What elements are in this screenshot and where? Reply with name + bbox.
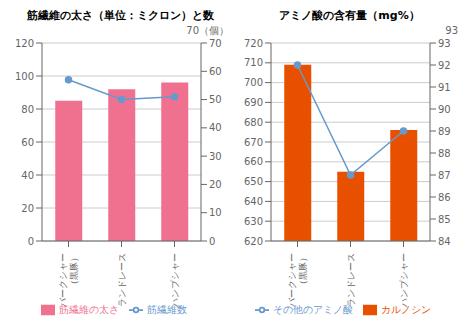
svg-text:660: 660 — [244, 156, 263, 167]
svg-text:0: 0 — [209, 236, 215, 247]
html-text:93: 93 — [445, 25, 458, 36]
svg-text:92: 92 — [438, 60, 451, 71]
svg-text:100: 100 — [15, 71, 34, 82]
svg-text:720: 720 — [244, 38, 263, 49]
svg-text:670: 670 — [244, 137, 263, 148]
svg-text:10: 10 — [209, 207, 222, 218]
svg-text:93: 93 — [438, 38, 451, 49]
svg-text:20: 20 — [21, 203, 34, 214]
html-text:カルノシン: カルノシン — [380, 304, 431, 315]
html-text:筋繊維の太さ: 筋繊維の太さ — [58, 304, 119, 315]
svg-text:630: 630 — [244, 216, 263, 227]
svg-text:90: 90 — [438, 104, 451, 115]
svg-text:87: 87 — [438, 170, 451, 181]
svg-text:620: 620 — [244, 236, 263, 247]
svg-text:85: 85 — [438, 214, 451, 225]
svg-text:バークシャー（黒豚）: バークシャー（黒豚） — [287, 253, 308, 308]
html-text:70（個）: 70（個） — [186, 25, 229, 36]
svg-text:40: 40 — [209, 122, 222, 133]
svg-text:ハンプシャー: ハンプシャー — [399, 253, 409, 308]
svg-text:80: 80 — [21, 104, 34, 115]
svg-text:30: 30 — [209, 151, 222, 162]
svg-text:0: 0 — [28, 236, 34, 247]
svg-text:650: 650 — [244, 176, 263, 187]
html-text:筋繊維数: 筋繊維数 — [146, 304, 187, 315]
svg-text:ハンプシャー: ハンプシャー — [170, 253, 180, 308]
svg-text:120: 120 — [15, 38, 34, 49]
svg-text:91: 91 — [438, 82, 451, 93]
svg-text:690: 690 — [244, 97, 263, 108]
svg-text:84: 84 — [438, 236, 451, 247]
svg-text:ランドレース: ランドレース — [346, 253, 356, 307]
svg-text:バークシャー（黒豚）: バークシャー（黒豚） — [58, 253, 79, 308]
svg-text:640: 640 — [244, 196, 263, 207]
svg-text:70: 70 — [209, 38, 222, 49]
svg-text:710: 710 — [244, 57, 263, 68]
html-text:筋繊維の太さ（単位：ミクロン）と数: 筋繊維の太さ（単位：ミクロン）と数 — [27, 9, 214, 22]
svg-text:50: 50 — [209, 94, 222, 105]
html-text:その他のアミノ酸: その他のアミノ酸 — [272, 304, 353, 315]
svg-text:20: 20 — [209, 179, 222, 190]
svg-text:88: 88 — [438, 148, 451, 159]
svg-text:680: 680 — [244, 117, 263, 128]
svg-text:89: 89 — [438, 126, 451, 137]
svg-text:ランドレース: ランドレース — [117, 253, 127, 307]
svg-text:700: 700 — [244, 77, 263, 88]
svg-text:60: 60 — [209, 66, 222, 77]
svg-text:86: 86 — [438, 192, 451, 203]
html-text:アミノ酸の含有量（mg%）: アミノ酸の含有量（mg%） — [279, 9, 420, 22]
svg-text:60: 60 — [21, 137, 34, 148]
svg-text:40: 40 — [21, 170, 34, 181]
